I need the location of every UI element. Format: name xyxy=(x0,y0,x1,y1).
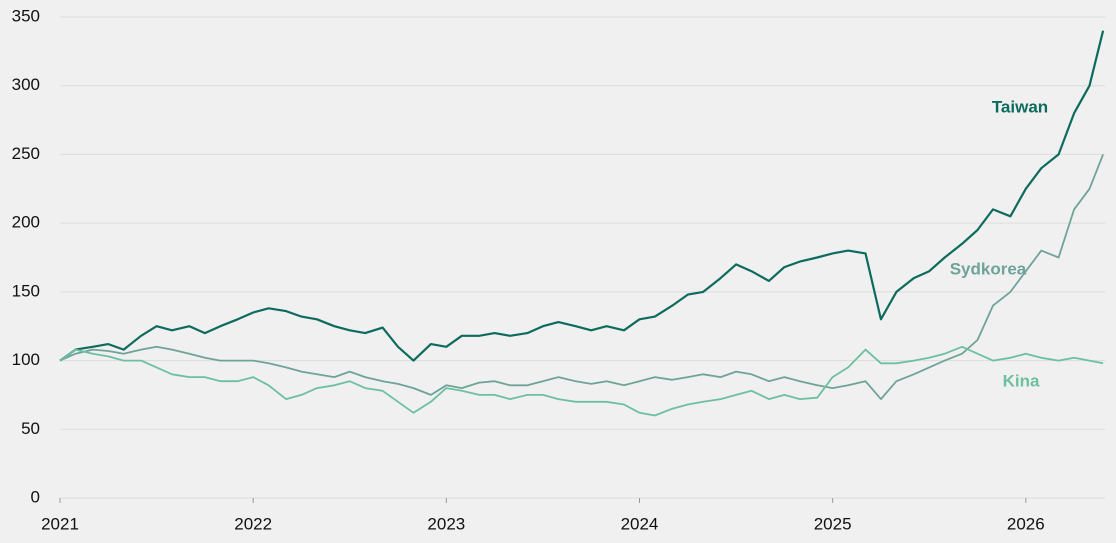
x-tick-label: 2025 xyxy=(814,514,852,533)
y-tick-label: 100 xyxy=(12,350,40,369)
y-tick-label: 50 xyxy=(21,419,40,438)
y-tick-label: 0 xyxy=(31,487,40,506)
x-tick-label: 2022 xyxy=(234,514,272,533)
y-tick-label: 300 xyxy=(12,75,40,94)
series-line xyxy=(59,30,1105,362)
y-tick-label: 150 xyxy=(12,281,40,300)
series-label: Sydkorea xyxy=(950,259,1027,278)
x-tick-label: 2021 xyxy=(41,514,79,533)
y-tick-label: 350 xyxy=(12,6,40,25)
y-tick-label: 250 xyxy=(12,144,40,163)
series-line xyxy=(59,345,1104,417)
x-tick-label: 2026 xyxy=(1007,514,1045,533)
y-tick-label: 200 xyxy=(12,213,40,232)
series-label: Kina xyxy=(1003,371,1040,390)
series-line xyxy=(59,154,1104,400)
x-tick-label: 2023 xyxy=(427,514,465,533)
x-tick-label: 2024 xyxy=(621,514,659,533)
series-label: Taiwan xyxy=(992,97,1048,116)
